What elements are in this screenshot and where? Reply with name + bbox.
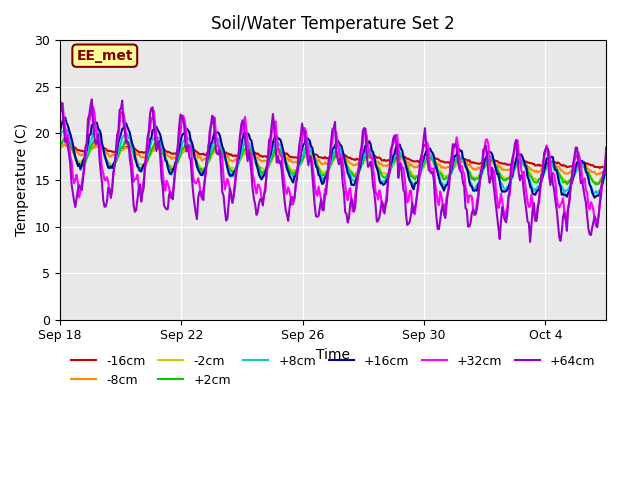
+8cm bbox=[99, 147, 107, 153]
+16cm bbox=[56, 128, 64, 134]
Text: EE_met: EE_met bbox=[77, 48, 133, 63]
Line: +2cm: +2cm bbox=[60, 138, 606, 185]
-2cm bbox=[56, 146, 64, 152]
+16cm bbox=[602, 167, 610, 173]
-16cm bbox=[99, 144, 107, 150]
+16cm bbox=[99, 144, 107, 150]
+2cm bbox=[490, 157, 497, 163]
-8cm bbox=[602, 166, 610, 171]
-16cm bbox=[64, 141, 72, 147]
-16cm bbox=[56, 144, 64, 150]
+8cm bbox=[490, 157, 497, 163]
+16cm bbox=[374, 169, 382, 175]
-16cm bbox=[602, 164, 610, 170]
-8cm bbox=[490, 159, 497, 165]
+64cm bbox=[374, 218, 382, 224]
+32cm bbox=[559, 195, 567, 201]
-8cm bbox=[61, 141, 69, 146]
+64cm bbox=[88, 96, 95, 102]
-8cm bbox=[478, 165, 486, 170]
-2cm bbox=[602, 170, 610, 176]
+64cm bbox=[56, 108, 64, 114]
-8cm bbox=[56, 145, 64, 151]
+8cm bbox=[374, 169, 382, 175]
Line: +16cm: +16cm bbox=[60, 118, 606, 198]
-2cm bbox=[478, 169, 486, 175]
-16cm bbox=[478, 160, 486, 166]
-2cm bbox=[99, 148, 107, 154]
-16cm bbox=[490, 157, 497, 163]
-16cm bbox=[558, 163, 566, 168]
+16cm bbox=[591, 195, 598, 201]
X-axis label: Time: Time bbox=[316, 348, 350, 362]
+2cm bbox=[558, 176, 566, 181]
+32cm bbox=[374, 197, 382, 203]
+32cm bbox=[436, 189, 444, 194]
+8cm bbox=[602, 169, 610, 175]
+2cm bbox=[374, 166, 382, 171]
+32cm bbox=[490, 167, 497, 173]
-8cm bbox=[436, 162, 444, 168]
-2cm bbox=[558, 174, 566, 180]
+64cm bbox=[436, 217, 444, 223]
+2cm bbox=[436, 171, 444, 177]
-2cm bbox=[63, 136, 70, 142]
+64cm bbox=[490, 181, 497, 187]
+32cm bbox=[531, 218, 539, 224]
+64cm bbox=[478, 166, 486, 172]
+32cm bbox=[602, 152, 610, 157]
+2cm bbox=[56, 143, 64, 148]
Y-axis label: Temperature (C): Temperature (C) bbox=[15, 123, 29, 237]
+64cm bbox=[559, 214, 567, 219]
+32cm bbox=[56, 110, 64, 116]
+8cm bbox=[478, 171, 486, 177]
+64cm bbox=[602, 144, 610, 150]
-8cm bbox=[593, 172, 601, 178]
Legend: -16cm, -8cm, -2cm, +2cm, +8cm, +16cm, +32cm, +64cm: -16cm, -8cm, -2cm, +2cm, +8cm, +16cm, +3… bbox=[67, 349, 600, 392]
-2cm bbox=[490, 161, 497, 167]
Line: +64cm: +64cm bbox=[60, 99, 606, 242]
-2cm bbox=[374, 164, 382, 170]
-8cm bbox=[558, 168, 566, 174]
+16cm bbox=[558, 192, 566, 198]
+16cm bbox=[490, 156, 497, 162]
Line: +8cm: +8cm bbox=[60, 129, 606, 193]
+2cm bbox=[478, 168, 486, 174]
+8cm bbox=[589, 191, 597, 196]
Title: Soil/Water Temperature Set 2: Soil/Water Temperature Set 2 bbox=[211, 15, 455, 33]
+64cm bbox=[99, 197, 107, 203]
+32cm bbox=[99, 170, 107, 176]
Line: +32cm: +32cm bbox=[60, 103, 606, 221]
Line: -16cm: -16cm bbox=[60, 144, 606, 168]
+2cm bbox=[592, 182, 600, 188]
+16cm bbox=[61, 115, 69, 120]
-16cm bbox=[596, 165, 604, 171]
+32cm bbox=[478, 161, 486, 167]
+16cm bbox=[478, 166, 486, 172]
+64cm bbox=[526, 239, 534, 245]
Line: -2cm: -2cm bbox=[60, 139, 606, 184]
+8cm bbox=[558, 184, 566, 190]
-8cm bbox=[374, 159, 382, 165]
+8cm bbox=[56, 135, 64, 141]
-8cm bbox=[99, 146, 107, 152]
+2cm bbox=[602, 168, 610, 174]
+8cm bbox=[61, 126, 69, 132]
+16cm bbox=[436, 180, 444, 185]
-2cm bbox=[436, 168, 444, 174]
-2cm bbox=[595, 181, 602, 187]
+2cm bbox=[99, 148, 107, 154]
Line: -8cm: -8cm bbox=[60, 144, 606, 175]
+2cm bbox=[63, 135, 70, 141]
-16cm bbox=[436, 158, 444, 164]
-16cm bbox=[374, 155, 382, 160]
+32cm bbox=[59, 100, 67, 106]
+8cm bbox=[436, 177, 444, 182]
